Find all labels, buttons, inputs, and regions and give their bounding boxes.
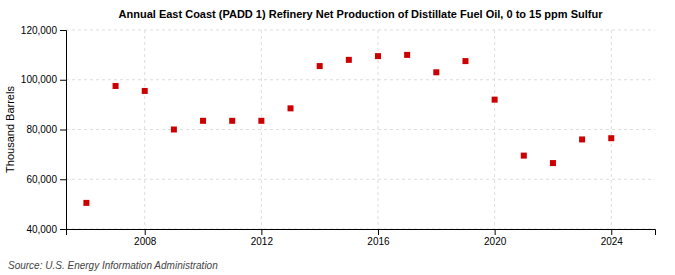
x-tick-mark — [611, 229, 612, 235]
source-note: Source: U.S. Energy Information Administ… — [8, 260, 218, 271]
title: Annual East Coast (PADD 1) Refinery Net … — [119, 8, 604, 20]
y-tick-label: 80,000 — [26, 124, 57, 135]
x-tick: 2016 — [367, 229, 390, 247]
y-grid-line — [66, 179, 655, 180]
point — [317, 63, 323, 69]
point — [113, 83, 119, 89]
y-tick-label: 40,000 — [26, 224, 57, 235]
y-axis-line — [60, 31, 67, 230]
point — [579, 136, 585, 142]
x-tick-label: 2016 — [367, 236, 390, 247]
y-tick-label: 120,000 — [21, 25, 58, 36]
y-grid-line — [66, 129, 655, 130]
y-tick: 100,000 — [21, 74, 66, 85]
x-tick: 2024 — [601, 229, 624, 247]
point — [258, 118, 264, 124]
x-grid-line — [144, 30, 145, 229]
point — [200, 118, 206, 124]
y-tick: 120,000 — [21, 25, 66, 36]
y-tick-mark — [60, 130, 66, 131]
y-tick-mark — [60, 80, 66, 81]
x-tick: 2020 — [484, 229, 507, 247]
y-tick-label: 100,000 — [21, 74, 58, 85]
y-grid-line — [66, 30, 655, 31]
y-axis: 40,000 60,000 80,000 100,000 120,000 — [21, 25, 67, 235]
point — [550, 160, 556, 166]
x-axis-line — [67, 230, 656, 236]
x-grid-line — [261, 30, 262, 229]
x-tick-mark — [378, 229, 379, 235]
point — [83, 200, 89, 206]
y-axis-title: Thousand Barrels — [4, 86, 16, 173]
y-tick-mark — [60, 30, 66, 31]
point — [521, 153, 527, 159]
points — [83, 52, 614, 206]
point — [375, 53, 381, 59]
x-tick-label: 2008 — [134, 236, 157, 247]
x-tick-label: 2020 — [484, 236, 507, 247]
point — [404, 52, 410, 58]
y-tick: 40,000 — [26, 224, 66, 235]
y-grid-line — [66, 79, 655, 80]
point — [288, 105, 294, 111]
point — [492, 97, 498, 103]
x-tick-mark — [145, 229, 146, 235]
x-tick-label: 2024 — [601, 236, 624, 247]
point — [142, 88, 148, 94]
x-tick-mark — [495, 229, 496, 235]
y-tick: 80,000 — [26, 124, 66, 135]
x-tick-mark — [261, 229, 262, 235]
y-tick: 60,000 — [26, 174, 66, 185]
grid — [66, 30, 655, 229]
y-tick-mark — [60, 179, 66, 180]
x-grid-line — [611, 30, 612, 229]
point — [608, 135, 614, 141]
point — [229, 118, 235, 124]
point — [171, 127, 177, 133]
x-tick: 2012 — [251, 229, 274, 247]
x-grid-line — [494, 30, 495, 229]
point — [462, 58, 468, 64]
point — [433, 69, 439, 75]
x-tick-label: 2012 — [251, 236, 274, 247]
y-tick-mark — [60, 229, 66, 230]
x-axis: 2008 2012 2016 2020 2024 — [67, 229, 656, 247]
x-tick: 2008 — [134, 229, 157, 247]
chart: 2008 2012 2016 2020 2024 40,000 60,000 80,000 10… — [0, 0, 675, 275]
point — [346, 57, 352, 63]
x-grid-line — [377, 30, 378, 229]
y-tick-label: 60,000 — [26, 174, 57, 185]
